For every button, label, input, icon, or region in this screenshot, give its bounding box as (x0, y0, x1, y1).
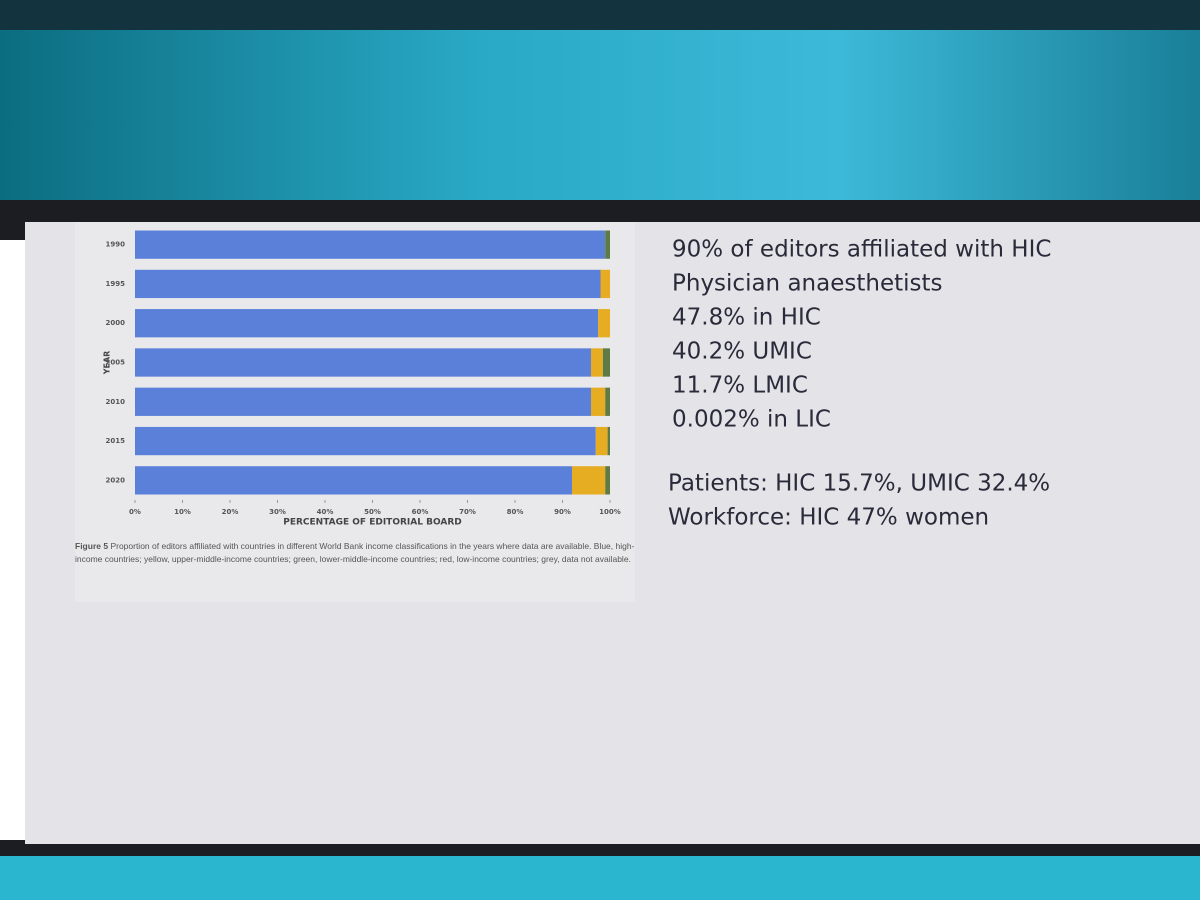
bar-segment (591, 387, 606, 416)
x-axis-label: PERCENTAGE OF EDITORIAL BOARD (283, 518, 461, 528)
y-tick-label: 2020 (106, 476, 126, 484)
ceiling (0, 0, 1200, 30)
bar-segment (605, 466, 610, 495)
bullet-line: 0.002% in LIC (672, 407, 831, 433)
bar-segment (135, 466, 572, 495)
x-tick-label: 20% (222, 508, 239, 516)
caption-label: Figure 5 (75, 541, 109, 551)
bar-segment (595, 426, 608, 456)
bullet-line: 47.8% in HIC (672, 305, 821, 331)
bar-segment (600, 269, 610, 299)
bar-segment (605, 387, 610, 416)
bar-segment (135, 348, 591, 377)
x-tick-label: 10% (174, 508, 191, 516)
bar-segment (598, 309, 610, 338)
bar-segment (605, 230, 610, 259)
y-tick-label: 2015 (106, 437, 126, 445)
bar-segment (135, 309, 599, 338)
bar-segment (591, 348, 603, 377)
y-axis-label: YEAR (103, 351, 112, 376)
x-tick-label: 0% (129, 508, 141, 516)
x-tick-label: 80% (507, 508, 524, 516)
x-tick-label: 40% (317, 508, 334, 516)
x-tick-label: 70% (459, 508, 476, 516)
y-tick-label: 2010 (106, 398, 126, 406)
y-tick-label: 2005 (106, 359, 126, 367)
bar-segment (135, 426, 596, 456)
x-tick-label: 60% (412, 508, 429, 516)
slide-text: 90% of editors affiliated with HIC Physic… (668, 237, 1051, 531)
y-tick-label: 1995 (106, 280, 126, 288)
caption: Figure 5 Proportion of editors affiliate… (75, 540, 635, 566)
bullet-line: 40.2% UMIC (672, 339, 812, 365)
x-tick-label: 100% (599, 508, 621, 516)
note-line: Workforce: HIC 47% women (668, 505, 989, 531)
bar-segment (572, 466, 606, 495)
bullet-line: 11.7% LMIC (672, 373, 808, 399)
bar-segment (607, 426, 610, 456)
caption-text: Proportion of editors affiliated with co… (75, 541, 635, 564)
stage-wall (0, 0, 1200, 230)
plot: 0% 10% 20% 30% 40% 50% 60% 70% 80% 90% 100% PERCENT… (103, 230, 621, 528)
x-tick-label: 50% (364, 508, 381, 516)
bullet-line: 90% of editors affiliated with HIC (672, 237, 1051, 263)
bullet-line: Physician anaesthetists (672, 271, 943, 297)
bar-segment (135, 269, 601, 299)
x-tick-label: 90% (554, 508, 571, 516)
x-tick-label: 30% (269, 508, 286, 516)
bar-segment (602, 348, 610, 377)
y-tick-label: 2000 (106, 319, 126, 327)
bar-segment (135, 387, 591, 416)
note-line: Patients: HIC 15.7%, UMIC 32.4% (668, 471, 1050, 497)
y-tick-label: 1990 (106, 241, 126, 249)
bar-segment (135, 230, 606, 259)
